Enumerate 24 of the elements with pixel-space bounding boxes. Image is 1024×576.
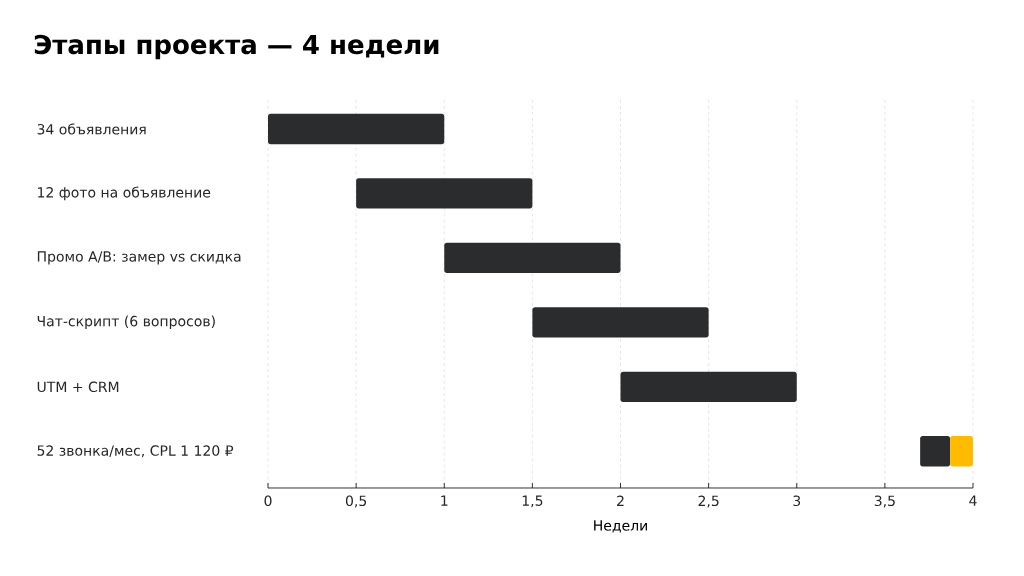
bar bbox=[532, 307, 709, 338]
x-tick-label: 1 bbox=[441, 495, 448, 506]
chart-title: Этапы проекта — 4 недели bbox=[34, 34, 439, 60]
x-tick-label: 0 bbox=[264, 495, 272, 507]
bar bbox=[356, 178, 533, 209]
x-tick-label: 3 bbox=[793, 495, 801, 507]
bar bbox=[920, 436, 951, 467]
x-tick-label: 2,5 bbox=[698, 495, 719, 508]
y-tick-label: 52 звонка/мес, CPL 1 120 ₽ bbox=[37, 445, 234, 458]
x-tick-label: 4 bbox=[969, 495, 977, 506]
x-axis-title: Недели bbox=[594, 520, 647, 533]
y-tick-label: 34 объявления bbox=[37, 123, 146, 135]
bar bbox=[444, 242, 621, 274]
y-tick-label: 12 фото на объявление bbox=[38, 186, 211, 201]
x-tick-label: 1,5 bbox=[522, 495, 543, 508]
y-tick-label: Промо A/B: замер vs скидка bbox=[37, 251, 241, 265]
y-tick-label: UTM + CRM bbox=[37, 381, 119, 393]
bar bbox=[620, 371, 797, 402]
bar bbox=[950, 436, 974, 467]
y-tick-label: Чат-скрипт (6 вопросов) bbox=[37, 315, 215, 330]
x-tick-label: 2 bbox=[617, 495, 624, 506]
x-tick-label: 0,5 bbox=[345, 495, 367, 508]
bar bbox=[268, 113, 445, 145]
x-tick-label: 3,5 bbox=[874, 495, 895, 508]
